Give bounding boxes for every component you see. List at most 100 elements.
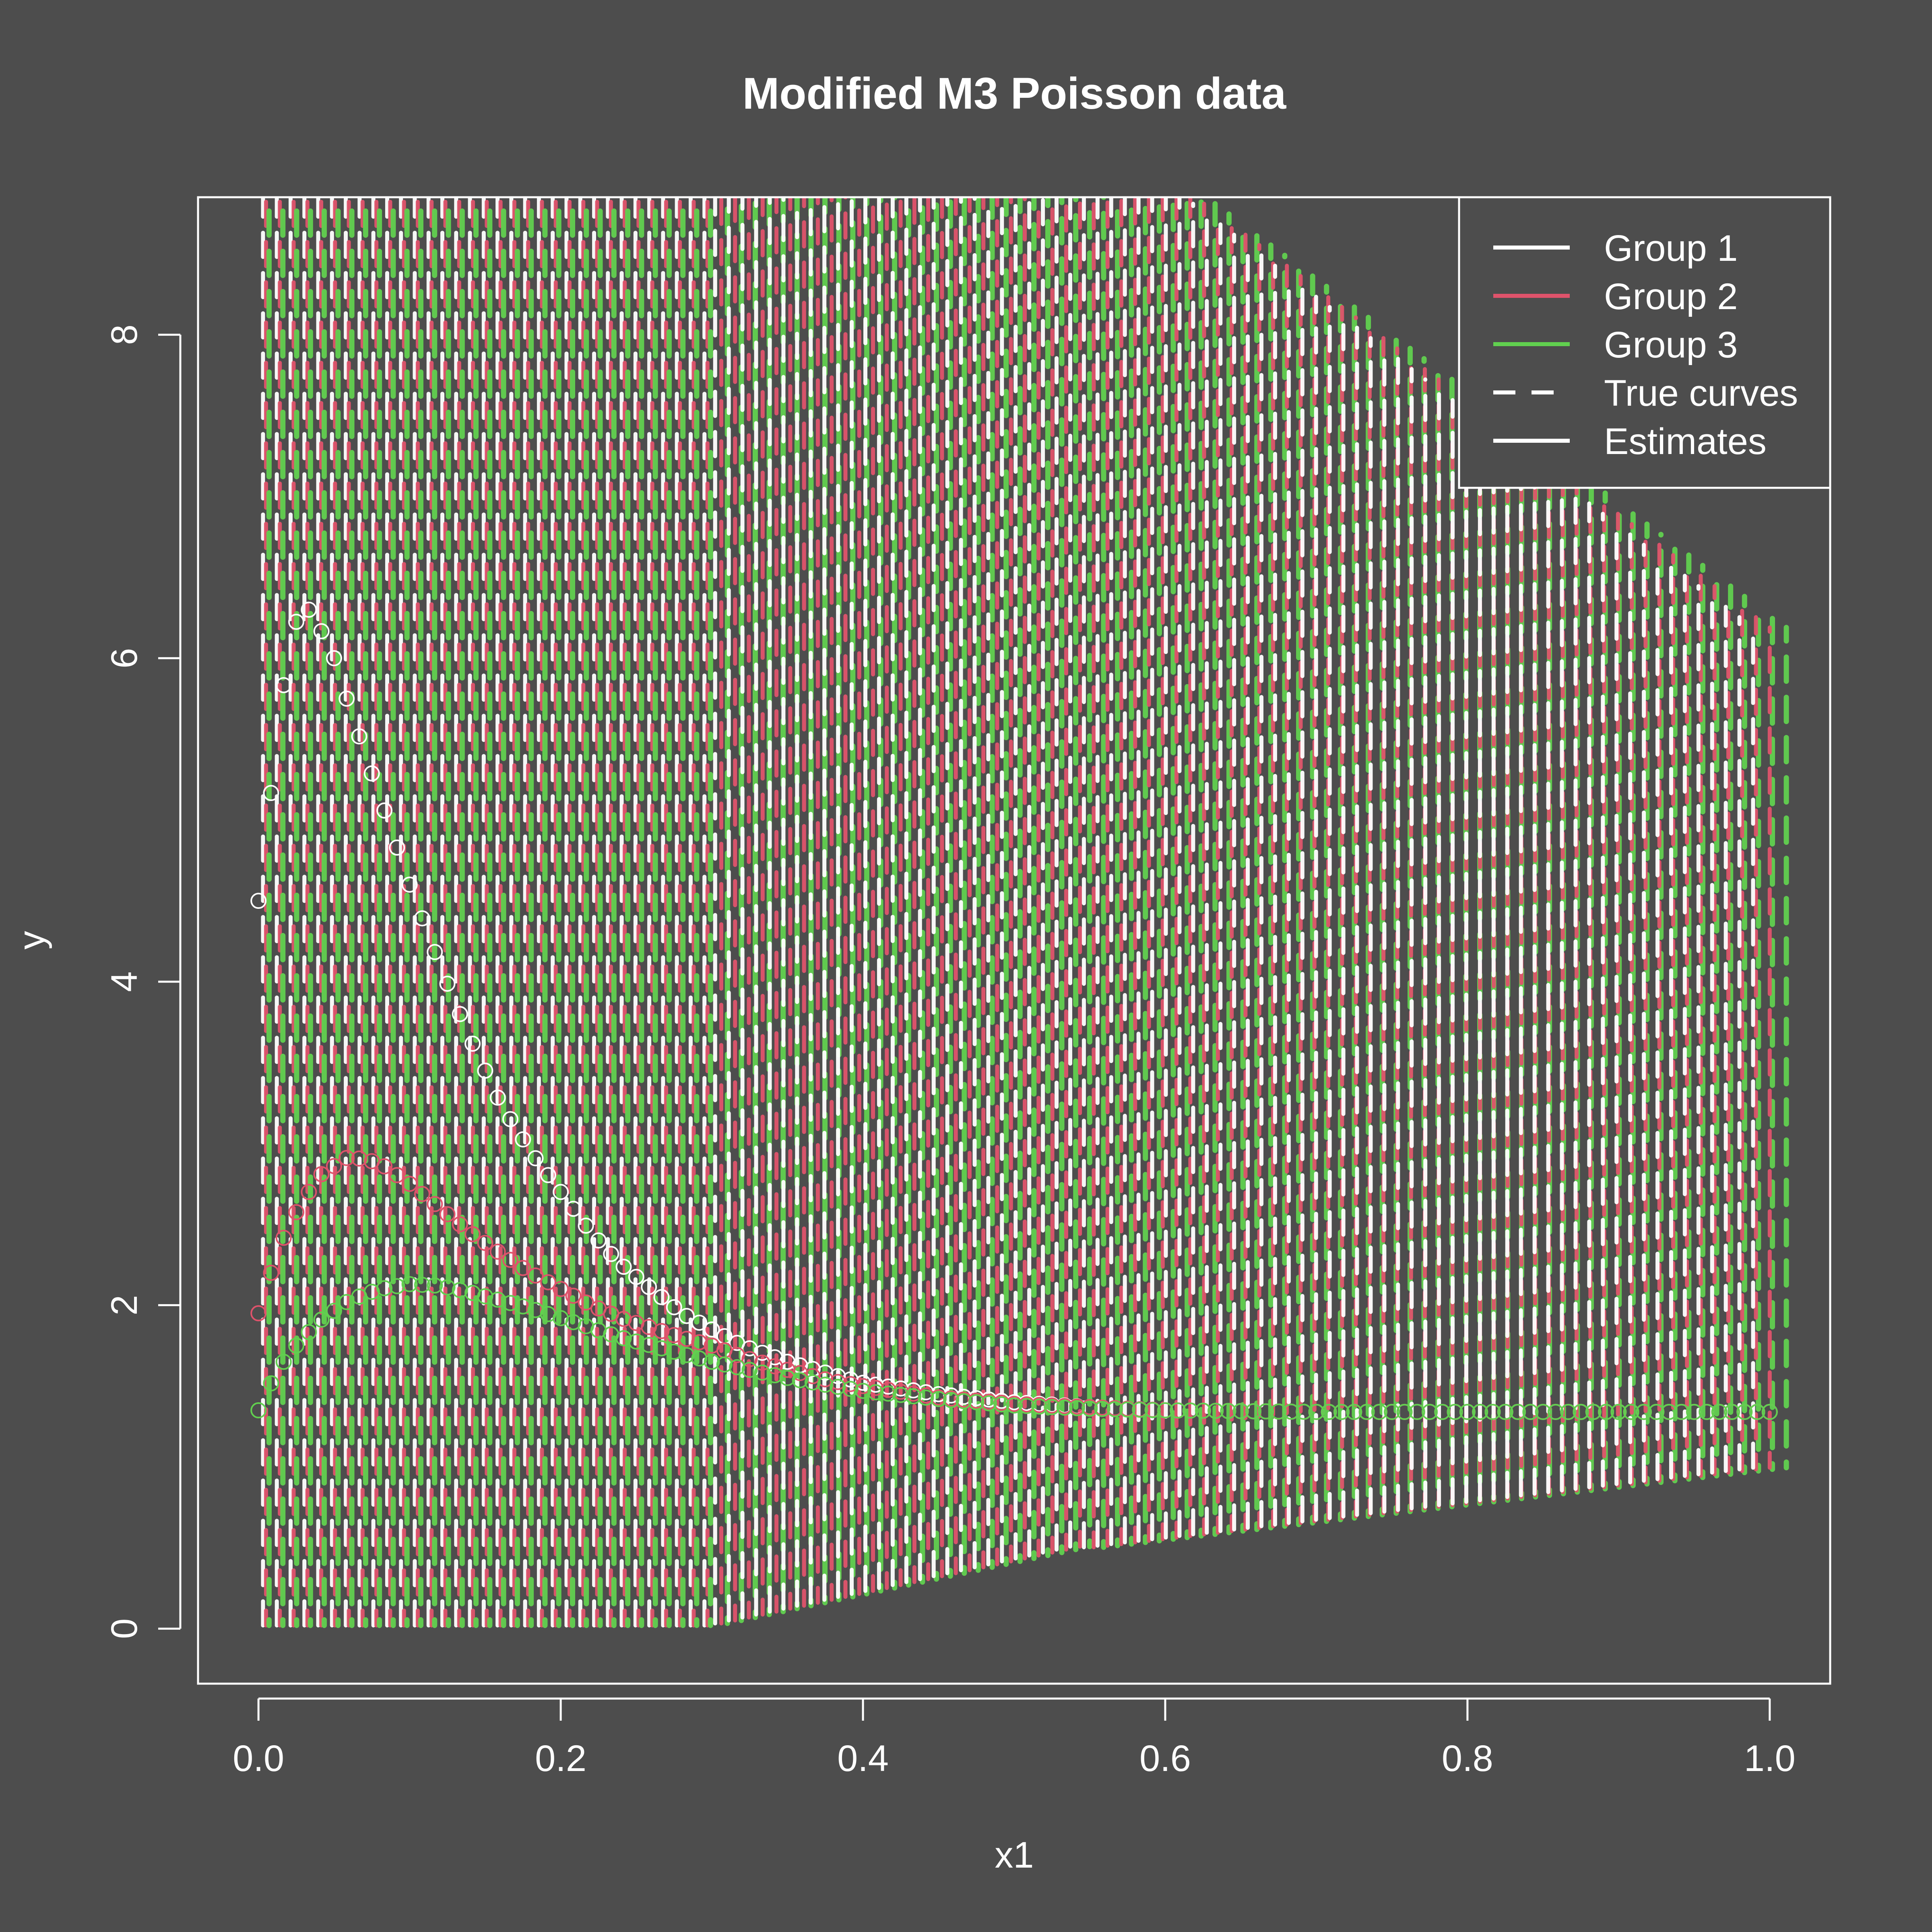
estimate-point — [1195, 1402, 1211, 1419]
y-axis-label: y — [11, 931, 52, 949]
estimate-point — [288, 1204, 305, 1220]
estimate-point — [502, 1111, 518, 1127]
estimate-point — [1182, 1402, 1199, 1419]
estimate-point — [1031, 1398, 1048, 1415]
y-axis: 0 2 4 6 8 — [104, 324, 182, 1639]
estimate-point — [792, 1372, 808, 1389]
estimate-point — [1585, 1404, 1602, 1420]
legend-label: Group 3 — [1604, 324, 1738, 365]
x-tick-label: 0.0 — [233, 1738, 284, 1779]
estimate-point — [754, 1364, 770, 1381]
estimate-point — [1434, 1404, 1451, 1420]
estimate-point — [502, 1295, 518, 1311]
estimate-point — [930, 1391, 947, 1407]
estimate-point — [804, 1374, 821, 1391]
estimate-point — [313, 1166, 330, 1183]
estimate-point — [716, 1356, 733, 1373]
estimate-point — [993, 1396, 1010, 1413]
estimate-point — [754, 1354, 770, 1371]
estimate-point — [1761, 1404, 1778, 1420]
estimate-point — [678, 1331, 695, 1347]
estimate-point — [817, 1377, 834, 1393]
estimate-point — [275, 1354, 292, 1370]
estimate-point — [288, 613, 305, 630]
estimate-point — [414, 910, 430, 927]
estimate-point — [830, 1368, 846, 1384]
estimate-point — [1384, 1404, 1400, 1420]
estimate-point — [489, 1089, 506, 1106]
estimate-point — [326, 1302, 342, 1319]
estimate-point — [1208, 1403, 1224, 1419]
estimate-point — [603, 1246, 619, 1262]
estimate-point — [1510, 1404, 1526, 1420]
estimate-point — [389, 1278, 405, 1294]
estimate-point — [288, 1338, 305, 1354]
true-curves-layer — [261, 197, 1789, 1628]
estimate-point — [842, 1376, 859, 1392]
estimate-point — [427, 1196, 443, 1212]
estimate-point — [956, 1393, 972, 1410]
estimate-point — [1119, 1401, 1136, 1418]
estimate-point — [1560, 1404, 1577, 1420]
estimate-point — [1006, 1397, 1022, 1414]
x-tick-label: 0.8 — [1442, 1738, 1493, 1779]
estimate-point — [452, 1006, 468, 1022]
estimate-point — [980, 1395, 997, 1412]
estimate-series — [250, 1276, 1778, 1420]
estimate-point — [527, 1267, 544, 1284]
estimate-point — [1635, 1404, 1652, 1420]
estimate-point — [477, 1062, 493, 1079]
estimate-point — [666, 1299, 682, 1315]
estimate-point — [1258, 1403, 1274, 1420]
estimate-point — [1736, 1404, 1753, 1420]
estimate-point — [1245, 1403, 1261, 1420]
estimate-point — [1283, 1404, 1299, 1420]
estimate-point — [905, 1388, 922, 1405]
estimate-point — [515, 1131, 531, 1148]
estimate-point — [1296, 1404, 1312, 1420]
estimate-point — [389, 839, 405, 856]
estimate-point — [477, 1234, 493, 1251]
estimate-point — [1170, 1402, 1186, 1419]
estimate-point — [439, 1279, 456, 1296]
estimate-point — [678, 1347, 695, 1363]
estimate-point — [1573, 1404, 1589, 1420]
estimate-point — [553, 1184, 569, 1200]
estimate-point — [578, 1218, 594, 1234]
estimate-point — [263, 1375, 279, 1391]
estimate-point — [817, 1364, 834, 1381]
estimate-point — [1082, 1400, 1098, 1417]
estimate-point — [1724, 1404, 1740, 1420]
estimate-point — [464, 1285, 481, 1301]
estimate-point — [628, 1333, 644, 1350]
x-tick-label: 0.6 — [1139, 1738, 1191, 1779]
estimate-point — [741, 1362, 758, 1378]
estimate-point — [1232, 1403, 1249, 1419]
legend-label: Group 1 — [1604, 228, 1738, 269]
estimate-point — [1749, 1404, 1765, 1420]
y-tick-label: 6 — [104, 648, 145, 669]
estimate-point — [401, 876, 418, 893]
estimate-point — [641, 1337, 657, 1353]
estimate-point — [464, 1226, 481, 1243]
estimate-point — [1661, 1404, 1677, 1420]
estimate-point — [1547, 1404, 1564, 1420]
estimate-point — [351, 1150, 367, 1167]
estimate-point — [489, 1243, 506, 1260]
estimate-point — [326, 1158, 342, 1174]
estimate-point — [1044, 1399, 1060, 1415]
estimate-point — [741, 1351, 758, 1367]
legend-label: Group 2 — [1604, 276, 1738, 317]
estimate-point — [653, 1340, 670, 1356]
estimate-point — [376, 802, 393, 819]
estimate-point — [427, 1277, 443, 1294]
estimate-point — [1270, 1403, 1287, 1420]
estimate-point — [553, 1281, 569, 1297]
estimate-point — [830, 1374, 846, 1390]
estimate-point — [250, 1402, 267, 1418]
estimate-point — [628, 1269, 644, 1285]
estimate-point — [1346, 1404, 1362, 1420]
estimate-point — [1358, 1404, 1375, 1420]
estimate-point — [339, 1150, 355, 1166]
x-tick-label: 0.4 — [837, 1738, 889, 1779]
